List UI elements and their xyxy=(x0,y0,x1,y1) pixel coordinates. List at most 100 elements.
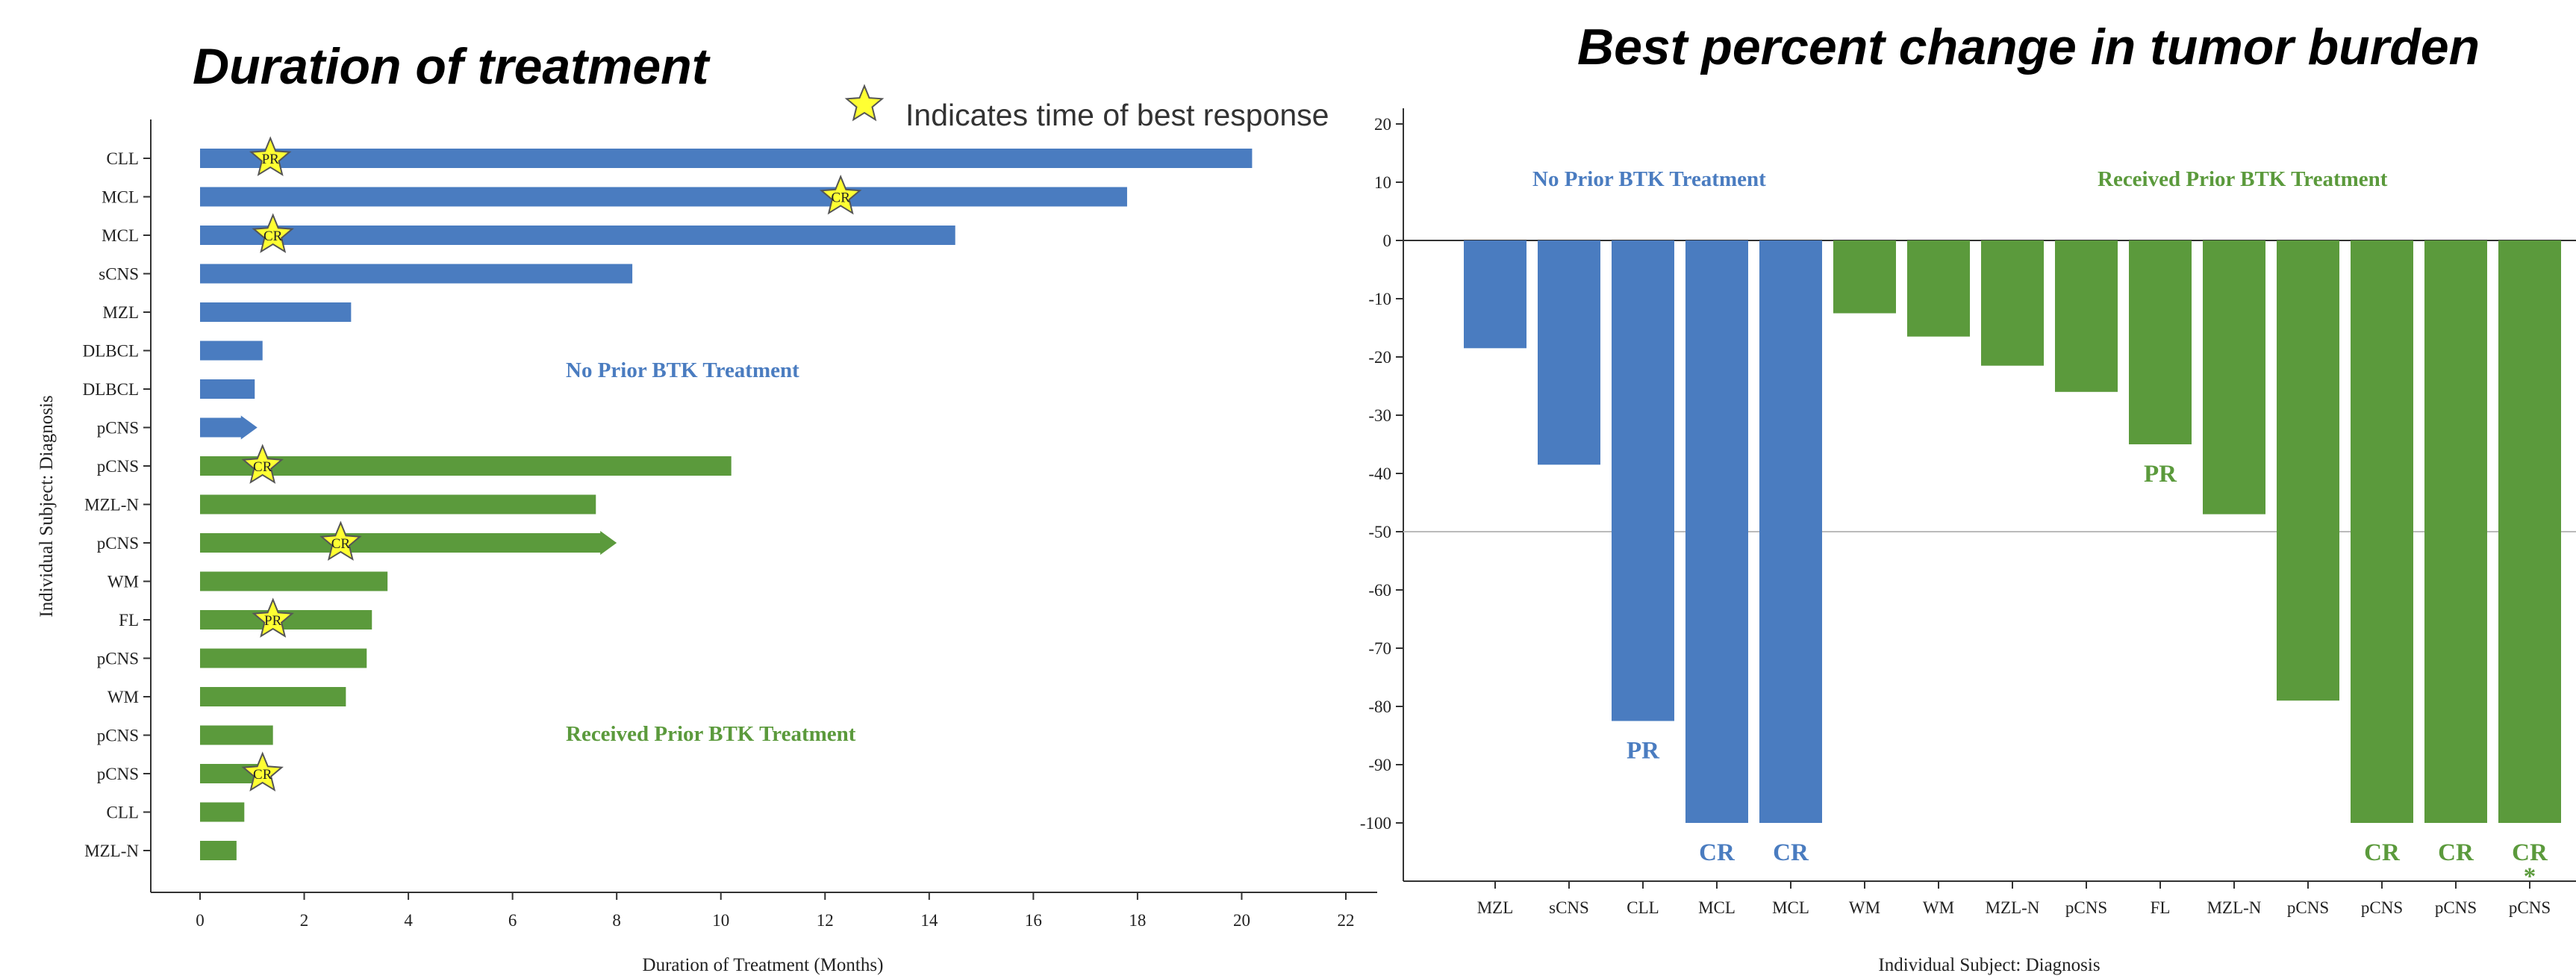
x-tick-label: sCNS xyxy=(1549,898,1589,917)
tumor-burden-chart: Best percent change in tumor burden 20 10 0… xyxy=(1360,19,2576,975)
y-tick-label: DLBCL xyxy=(83,380,139,399)
tumor-bar xyxy=(1464,240,1526,349)
bar-response-label: PR xyxy=(1627,738,1660,765)
y-tick-label: pCNS xyxy=(97,650,139,668)
x-tick-label: WM xyxy=(1849,898,1880,917)
bar-response-label: CR xyxy=(2364,839,2401,866)
y-tick-label: sCNS xyxy=(99,265,139,284)
tumor-bar xyxy=(1612,240,1674,721)
x-tick-label: 2 xyxy=(300,911,309,930)
best-response-marker-label: CR xyxy=(832,190,851,206)
legend: Indicates time of best response xyxy=(844,84,1329,132)
x-tick-label: MZL-N xyxy=(1986,898,2040,917)
bar-response-label: CR xyxy=(2438,839,2474,866)
x-axis-title: Duration of Treatment (Months) xyxy=(643,955,884,975)
duration-bar xyxy=(200,494,596,515)
duration-bar xyxy=(200,648,367,668)
y-tick-label: -100 xyxy=(1360,814,1391,833)
bar-response-label: PR xyxy=(2144,461,2177,488)
y-tick-label: -50 xyxy=(1368,523,1391,541)
x-tick-label: CLL xyxy=(1627,898,1659,917)
group-label-no-prior: No Prior BTK Treatment xyxy=(566,358,799,382)
duration-bar xyxy=(200,226,955,245)
bar-response-label: CR xyxy=(2512,839,2548,866)
tumor-bar xyxy=(2424,240,2487,823)
best-response-marker-label: CR xyxy=(253,459,272,475)
x-tick-label: FL xyxy=(2151,898,2171,917)
duration-bar xyxy=(200,456,732,476)
x-tick-label: 0 xyxy=(196,911,205,930)
tumor-bar xyxy=(2498,240,2561,823)
bar-response-label: CR xyxy=(1773,839,1809,866)
duration-chart: Duration of treatment 0 2 4 6 8 10 12 14 16 18 20 22… xyxy=(37,38,1377,975)
tumor-burden-title: Best percent change in tumor burden xyxy=(1577,19,2480,75)
y-tick-label: pCNS xyxy=(97,419,139,438)
tumor-bar xyxy=(2129,240,2192,444)
x-tick-label: MZL xyxy=(1477,898,1514,917)
tumor-bar xyxy=(2351,240,2413,823)
group-label-no-prior: No Prior BTK Treatment xyxy=(1532,167,1766,191)
duration-bar xyxy=(200,187,1127,207)
y-tick-label: -10 xyxy=(1368,290,1391,308)
tumor-bar xyxy=(1833,240,1896,314)
x-tick-label: 6 xyxy=(508,911,517,930)
tumor-bar xyxy=(2277,240,2339,701)
star-icon xyxy=(249,136,292,176)
x-tick-label: MZL-N xyxy=(2207,898,2262,917)
y-tick-label: pCNS xyxy=(97,727,139,745)
best-response-marker-label: PR xyxy=(264,613,282,629)
y-tick-label: DLBCL xyxy=(83,342,139,361)
x-tick-label: 8 xyxy=(612,911,621,930)
x-tick-label: 22 xyxy=(1338,911,1355,930)
duration-bar xyxy=(200,687,346,706)
tumor-bar xyxy=(2055,240,2118,392)
group-label-prior: Received Prior BTK Treatment xyxy=(2098,167,2388,191)
duration-bar xyxy=(200,725,273,745)
tumor-bar xyxy=(1538,240,1600,465)
y-tick-label: -90 xyxy=(1368,756,1391,774)
best-response-marker-label: CR xyxy=(331,536,351,552)
duration-bar-ongoing xyxy=(200,531,617,555)
y-tick-label: -80 xyxy=(1368,697,1391,716)
best-response-marker-label: CR xyxy=(253,767,272,783)
tumor-bar xyxy=(1907,240,1970,337)
y-tick-label: -20 xyxy=(1368,348,1391,367)
duration-title: Duration of treatment xyxy=(193,38,711,95)
x-tick-label: MCL xyxy=(1772,898,1809,917)
star-icon xyxy=(319,520,362,561)
bar-response-label: CR xyxy=(1699,839,1735,866)
y-tick-label: pCNS xyxy=(97,534,139,553)
x-tick-label: 12 xyxy=(817,911,834,930)
y-tick-label: 20 xyxy=(1374,115,1391,134)
tumor-bar xyxy=(2203,240,2265,515)
x-tick-label: pCNS xyxy=(2361,898,2403,917)
tumor-bar xyxy=(1759,240,1822,823)
y-tick-label: -70 xyxy=(1368,639,1391,658)
best-response-marker-label: CR xyxy=(263,229,283,244)
x-tick-label: 10 xyxy=(712,911,729,930)
y-tick-label: MCL xyxy=(102,226,139,245)
star-icon xyxy=(252,213,294,253)
duration-bar xyxy=(200,302,352,322)
y-tick-label: CLL xyxy=(107,149,139,168)
y-tick-label: FL xyxy=(119,611,139,630)
x-tick-label: 4 xyxy=(404,911,413,930)
x-tick-label: pCNS xyxy=(2509,898,2551,917)
y-tick-label: pCNS xyxy=(97,765,139,783)
duration-bar xyxy=(200,379,255,399)
x-tick-label: 18 xyxy=(1129,911,1146,930)
duration-bar xyxy=(200,571,388,591)
y-tick-label: MCL xyxy=(102,188,139,207)
duration-bar xyxy=(200,264,633,284)
tumor-bar xyxy=(1685,240,1748,823)
duration-bar xyxy=(200,341,263,361)
x-tick-label: pCNS xyxy=(2065,898,2107,917)
best-response-marker-label: PR xyxy=(262,152,280,167)
y-axis-title: Individual Subject: Diagnosis xyxy=(37,395,57,617)
legend-label: Indicates time of best response xyxy=(905,98,1329,132)
x-tick-label: MCL xyxy=(1698,898,1735,917)
y-tick-label: MZL-N xyxy=(84,842,139,860)
duration-bar xyxy=(200,841,237,860)
x-tick-label: WM xyxy=(1923,898,1954,917)
y-tick-label: pCNS xyxy=(97,457,139,476)
